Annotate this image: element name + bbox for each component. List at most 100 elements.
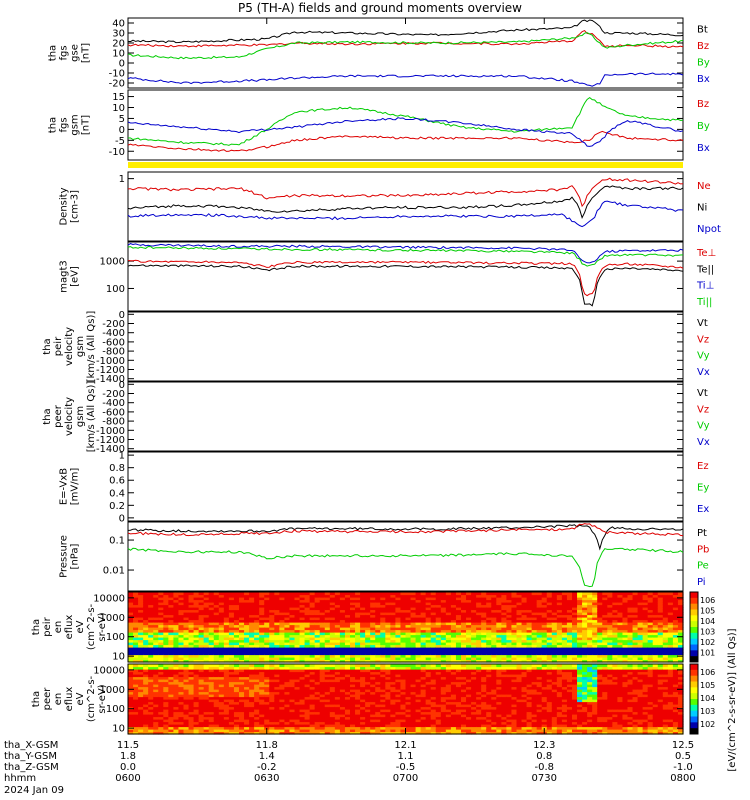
heatmap-cell xyxy=(466,627,472,631)
heatmap-cell xyxy=(546,632,553,636)
heatmap-cell xyxy=(259,592,265,596)
heatmap-cell xyxy=(254,632,260,636)
heatmap-cell xyxy=(329,721,336,725)
heatmap-cell xyxy=(143,721,149,725)
y-axis-label: tha xyxy=(31,619,42,635)
heatmap-cell xyxy=(168,686,175,690)
legend-entry: Vz xyxy=(697,404,709,415)
heatmap-cell xyxy=(350,597,356,601)
series-line-Bz xyxy=(127,29,684,49)
heatmap-cell xyxy=(289,696,296,700)
heatmap-cell xyxy=(652,624,659,628)
heatmap-cell xyxy=(526,649,533,653)
heatmap-cell xyxy=(334,599,341,603)
heatmap-cell xyxy=(415,639,422,643)
heatmap-cell xyxy=(233,701,240,705)
heatmap-cell xyxy=(264,704,270,708)
heatmap-cell xyxy=(138,604,144,608)
heatmap-cell xyxy=(415,637,422,641)
heatmap-cell xyxy=(294,612,301,616)
heatmap-cell xyxy=(481,654,487,658)
heatmap-cell xyxy=(188,607,195,611)
heatmap-cell xyxy=(324,604,331,608)
heatmap-cell xyxy=(350,726,356,730)
heatmap-cell xyxy=(228,629,235,633)
heatmap-cell xyxy=(188,604,195,608)
heatmap-cell xyxy=(566,654,573,658)
heatmap-cell xyxy=(672,649,679,653)
heatmap-cell xyxy=(203,694,210,698)
heatmap-cell xyxy=(572,647,578,651)
heatmap-cell xyxy=(511,597,518,601)
heatmap-cell xyxy=(143,681,149,685)
heatmap-cell xyxy=(390,696,397,700)
heatmap-cell xyxy=(365,637,371,641)
heatmap-cell xyxy=(218,602,225,606)
heatmap-cell xyxy=(254,649,260,653)
heatmap-cell xyxy=(188,721,195,725)
heatmap-cell xyxy=(496,592,502,596)
heatmap-cell xyxy=(299,632,306,636)
heatmap-cell xyxy=(375,632,381,636)
legend-entry: Vt xyxy=(697,318,708,329)
heatmap-cell xyxy=(218,619,225,623)
heatmap-cell xyxy=(617,602,624,606)
heatmap-cell xyxy=(143,599,149,603)
heatmap-cell xyxy=(259,652,265,656)
heatmap-cell xyxy=(299,669,306,673)
heatmap-cell xyxy=(203,644,210,648)
heatmap-cell xyxy=(153,719,159,723)
heatmap-cell xyxy=(365,704,371,708)
heatmap-cell xyxy=(249,711,255,715)
heatmap-cell xyxy=(203,647,210,651)
heatmap-cell xyxy=(334,592,341,596)
heatmap-cell xyxy=(324,729,331,733)
heatmap-cell xyxy=(672,602,679,606)
heatmap-cell xyxy=(526,627,533,631)
heatmap-cell xyxy=(158,689,164,693)
heatmap-cell xyxy=(193,639,200,643)
heatmap-cell xyxy=(304,632,311,636)
heatmap-cell xyxy=(461,632,467,636)
heatmap-cell xyxy=(314,602,321,606)
heatmap-cell xyxy=(223,619,230,623)
heatmap-cell xyxy=(178,634,185,638)
heatmap-cell xyxy=(395,669,402,673)
heatmap-cell xyxy=(198,604,205,608)
heatmap-cell xyxy=(344,709,351,713)
heatmap-cell xyxy=(385,726,391,730)
heatmap-cell xyxy=(607,657,613,661)
heatmap-cell xyxy=(511,632,518,636)
heatmap-cell xyxy=(294,664,301,668)
heatmap-cell xyxy=(415,599,422,603)
heatmap-cell xyxy=(254,657,260,661)
heatmap-cell xyxy=(188,612,195,616)
heatmap-cell xyxy=(385,614,391,618)
heatmap-cell xyxy=(405,609,412,613)
heatmap-cell xyxy=(163,604,169,608)
heatmap-cell xyxy=(299,647,306,651)
heatmap-cell xyxy=(244,679,250,683)
heatmap-cell xyxy=(218,647,225,651)
heatmap-cell xyxy=(279,731,286,735)
heatmap-cell xyxy=(153,594,159,598)
heatmap-cell xyxy=(652,659,659,663)
heatmap-cell xyxy=(380,597,386,601)
heatmap-cell xyxy=(148,716,154,720)
heatmap-cell xyxy=(667,594,674,598)
heatmap-cell xyxy=(269,664,275,668)
heatmap-cell xyxy=(637,612,644,616)
heatmap-cell xyxy=(178,594,185,598)
heatmap-cell xyxy=(158,726,164,730)
heatmap-cell xyxy=(551,597,558,601)
heatmap-cell xyxy=(244,604,250,608)
heatmap-cell xyxy=(153,681,159,685)
heatmap-cell xyxy=(198,684,205,688)
heatmap-cell xyxy=(188,599,195,603)
heatmap-cell xyxy=(541,612,548,616)
heatmap-cell xyxy=(415,721,422,725)
heatmap-cell xyxy=(309,642,316,646)
heatmap-cell xyxy=(380,634,386,638)
heatmap-cell xyxy=(597,654,603,658)
heatmap-cell xyxy=(526,607,533,611)
